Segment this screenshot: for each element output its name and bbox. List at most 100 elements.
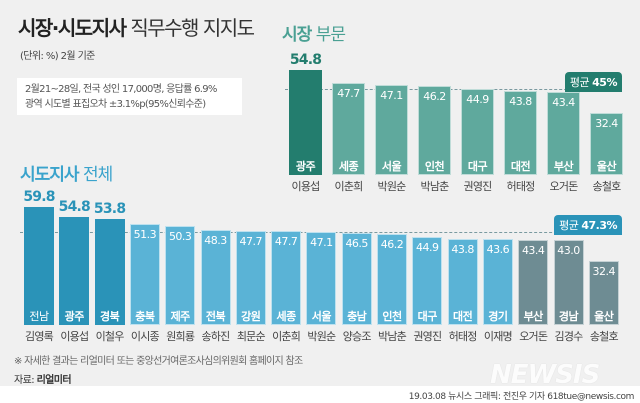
name-label: 송철호 [589,330,619,343]
bar [547,91,580,175]
value-label: 44.9 [416,240,439,254]
title-light: 직무수행 지지도 [130,16,255,40]
bar [418,86,451,175]
name-label: 송철호 [592,180,622,193]
average-line [285,88,622,90]
bar [200,229,231,325]
value-label: 59.8 [23,189,55,206]
value-label: 47.1 [380,88,403,102]
name-label: 김영록 [25,330,54,343]
governor-section-title: 시도지사 전체 [20,160,113,185]
bar [165,225,196,325]
mayor-section-title: 시장 부문 [282,20,346,45]
name-label: 원희룡 [166,330,195,343]
bar [461,88,494,175]
region-label: 서울 [381,160,402,173]
average-label: 평균 [569,75,590,89]
section-title-bold: 시도지사 [20,165,80,185]
region-label: 경북 [99,310,120,323]
region-label: 부산 [553,160,574,173]
bar [59,217,90,325]
region-label: 광주 [64,310,85,323]
region-label: 인천 [382,310,402,323]
title-bold: 시장·시도지사 [18,16,127,40]
region-label: 강원 [241,310,261,323]
value-label: 43.8 [451,242,474,256]
bar [271,231,302,325]
name-label: 박남춘 [420,180,450,193]
note-line: 2월21~28일, 전국 성인 17,000명, 응답률 6.9% [25,84,217,95]
value-label: 46.5 [345,237,368,251]
section-title-light: 전체 [82,165,113,185]
bar [129,223,160,325]
name-label: 이재명 [483,330,513,343]
section-title-light: 부문 [315,25,346,45]
bar [412,236,443,325]
value-label: 47.7 [274,235,298,249]
region-label: 전남 [29,310,49,323]
bar [341,233,372,325]
bar [590,112,623,175]
region-label: 대전 [510,160,531,173]
value-label: 48.3 [204,233,227,247]
name-label: 송하진 [201,330,231,343]
page-title: 시장·시도지사 직무수행 지지도 [18,12,255,41]
note-line: 광역 시도별 표집오차 ±3.1%p(95%신뢰수준) [25,99,206,110]
bar [306,232,337,325]
bar [235,231,266,325]
region-label: 대구 [417,310,438,323]
region-label: 세종 [276,310,296,323]
bar [289,69,322,175]
name-label: 오거돈 [519,330,548,343]
name-label: 이시종 [130,330,160,343]
name-label: 이용섭 [60,330,89,343]
region-label: 울산 [594,310,614,323]
value-label: 46.2 [380,237,404,251]
value-label: 50.3 [168,229,192,243]
bar [482,239,513,325]
region-label: 경기 [488,310,508,323]
survey-note: 2월21~28일, 전국 성인 17,000명, 응답률 6.9% 광역 시도별… [17,78,242,115]
name-label: 이춘희 [272,330,301,343]
value-label: 43.0 [557,244,580,258]
value-label: 43.4 [552,95,575,109]
name-label: 양승조 [342,330,372,343]
region-label: 충남 [347,310,367,323]
source-value: 리얼미터 [36,375,72,386]
value-label: 32.4 [592,265,616,279]
average-label: 평균 [559,218,579,232]
region-label: 대구 [467,160,488,173]
name-label: 박남춘 [378,330,407,343]
bar [504,90,537,175]
value-label: 47.7 [239,235,263,249]
average-value: 47.3% [581,218,617,232]
name-label: 이춘희 [334,180,364,193]
average-badge: 평균 45% [564,71,622,92]
footnote: ※ 자세한 결과는 리얼미터 또는 중앙선거여론조사심의위원회 홈페이지 참조 [14,356,303,367]
value-label: 54.8 [289,51,322,68]
name-label: 허태정 [506,180,536,193]
region-label: 전북 [205,310,226,323]
name-label: 이용섭 [291,180,321,193]
section-title-bold: 시장 [282,25,312,45]
newsis-logo: NEWSIS [490,360,600,390]
value-label: 47.7 [337,87,360,101]
name-label: 오거돈 [549,180,579,193]
name-label: 허태정 [448,330,478,343]
region-label: 충북 [135,310,155,323]
name-label: 최문순 [236,330,266,343]
credit: 19.03.08 뉴시스 그래픽: 전진우 기자 618tue@newsis.c… [0,386,640,403]
source-label: 자료: [14,375,35,386]
name-label: 박원순 [377,180,407,193]
average-badge: 평균 47.3% [554,214,622,235]
unit-label: (단위: %) 2월 기준 [20,51,95,62]
bar [375,84,408,175]
bar [332,83,365,175]
region-label: 울산 [596,160,617,173]
name-label: 박원순 [307,330,336,343]
region-label: 광주 [295,160,316,173]
value-label: 51.3 [133,227,157,241]
value-label: 43.8 [509,94,532,108]
bar [377,233,407,325]
region-label: 제주 [170,310,191,323]
